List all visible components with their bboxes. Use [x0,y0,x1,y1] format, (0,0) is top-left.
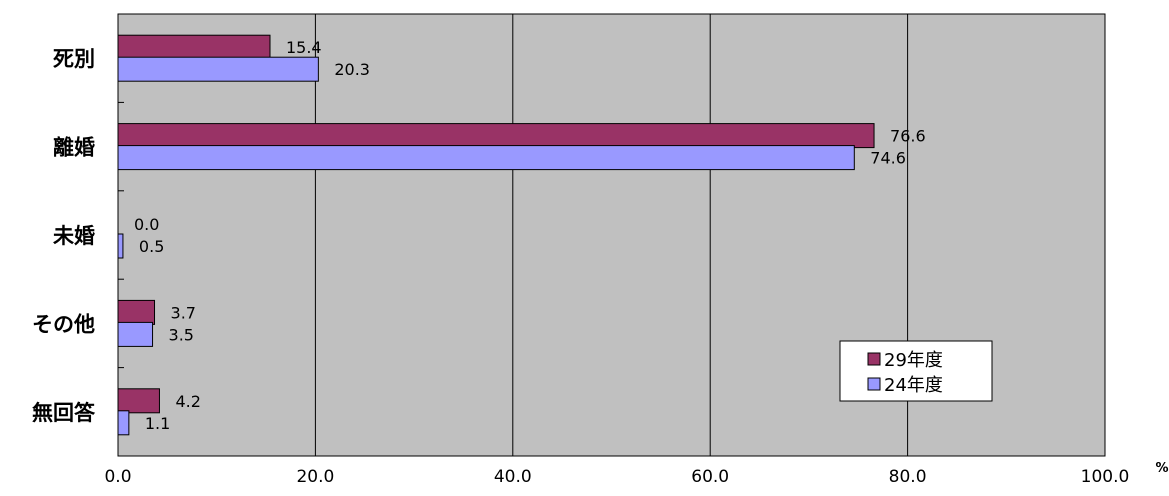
bar [117,145,855,171]
data-labels: 15.4 76.6 0.0 3.7 4.2 20.3 74.6 0.5 3.5 1.1 [134,38,926,433]
data-label: 15.4 [286,38,322,57]
legend: 29年度 24年度 [839,340,993,402]
y-category-label: 未婚 [53,224,95,248]
legend-label: 24年度 [884,375,943,396]
y-category-label: 死別 [53,47,95,71]
y-category-label: 無回答 [32,401,96,425]
data-label: 0.0 [134,215,159,234]
x-tick-label: 20.0 [296,467,334,487]
grid-lines [314,14,909,456]
bar [117,56,319,82]
bar [117,321,154,347]
legend-swatch [867,377,881,391]
x-tick-label: 100.0 [1081,467,1130,487]
bars [117,34,875,436]
legend-swatch [867,352,881,366]
data-label: 74.6 [870,149,906,168]
bar [117,299,156,325]
data-label: 20.3 [334,60,370,79]
bar [117,123,875,149]
legend-box [839,340,993,402]
data-label: 4.2 [175,392,200,411]
bar [117,388,160,414]
legend-label: 29年度 [884,350,943,371]
y-category-label: 離婚 [53,136,95,160]
data-label: 1.1 [145,414,170,433]
x-tick-label: 0.0 [104,467,131,487]
x-tick-label: 40.0 [494,467,532,487]
x-unit-label: % [1155,461,1168,476]
y-category-label: その他 [32,312,95,336]
bar [117,410,130,436]
bar [117,233,124,259]
x-tick-label: 60.0 [691,467,729,487]
x-tick-label: 80.0 [889,467,927,487]
bar [117,34,271,60]
data-label: 3.5 [169,325,194,344]
data-label: 76.6 [890,127,926,146]
data-label: 3.7 [171,303,196,322]
data-label: 0.5 [139,237,164,256]
